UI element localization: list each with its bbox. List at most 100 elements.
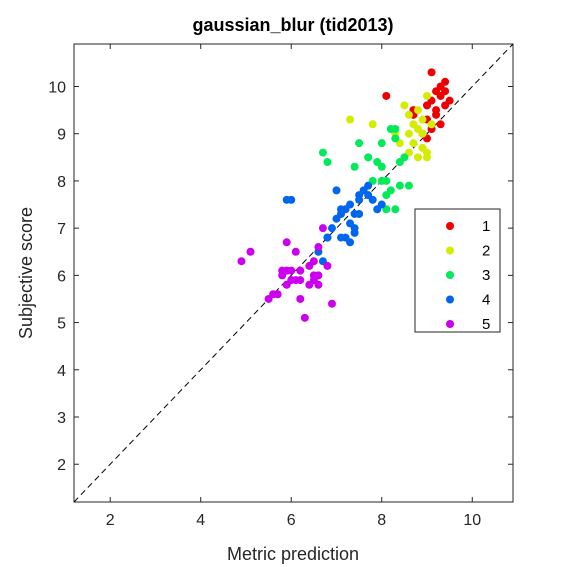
data-point — [427, 120, 436, 129]
x-axis-label: Metric prediction — [227, 544, 359, 564]
data-point — [413, 106, 422, 115]
data-point — [323, 158, 332, 167]
legend-marker-1 — [446, 222, 454, 230]
series-4 — [282, 181, 386, 266]
data-point — [377, 200, 386, 209]
series-3 — [318, 124, 413, 214]
data-point — [418, 115, 427, 124]
data-point — [445, 96, 454, 105]
data-point — [350, 162, 359, 171]
data-point — [413, 153, 422, 162]
data-point — [364, 181, 373, 190]
data-point — [377, 162, 386, 171]
legend-marker-5 — [446, 320, 454, 328]
data-point — [368, 120, 377, 129]
legend-marker-4 — [446, 295, 454, 304]
data-point — [423, 91, 432, 100]
data-point — [332, 186, 341, 195]
y-tick-label: 2 — [57, 457, 66, 474]
y-axis-label: Subjective score — [16, 207, 36, 339]
data-point — [282, 238, 291, 247]
data-point — [309, 257, 318, 266]
data-point — [246, 247, 255, 256]
legend-label-5: 5 — [482, 316, 490, 333]
data-point — [391, 134, 400, 143]
legend-box — [414, 208, 501, 333]
y-tick-label: 3 — [57, 410, 66, 427]
data-point — [409, 139, 418, 148]
legend-label-1: 1 — [482, 218, 490, 235]
legend-marker-2 — [446, 246, 454, 255]
data-point — [300, 313, 309, 322]
data-point — [441, 77, 450, 86]
y-axis-ticks: 2 3 4 5 6 7 8 9 10 — [48, 79, 513, 474]
y-tick-label: 7 — [57, 221, 66, 238]
data-point — [318, 224, 327, 233]
data-point — [377, 176, 386, 185]
data-point — [400, 153, 409, 162]
series-2 — [346, 91, 436, 162]
data-point — [391, 205, 400, 214]
data-points — [237, 68, 454, 322]
data-point — [309, 276, 318, 285]
data-point — [427, 68, 436, 77]
data-point — [364, 153, 373, 162]
data-point — [377, 139, 386, 148]
y-tick-label: 4 — [57, 363, 66, 380]
x-tick-label: 2 — [106, 512, 115, 529]
data-point — [296, 276, 305, 285]
x-axis-ticks: 2 4 6 8 10 — [106, 44, 481, 529]
data-point — [346, 115, 355, 124]
y-tick-label: 6 — [57, 268, 66, 285]
data-point — [314, 243, 323, 252]
data-point — [436, 120, 445, 129]
data-point — [382, 91, 391, 100]
data-point — [386, 124, 395, 133]
data-point — [386, 186, 395, 195]
chart-title: gaussian_blur (tid2013) — [192, 15, 393, 35]
data-point — [327, 299, 336, 308]
data-point — [418, 143, 427, 152]
data-point — [404, 181, 413, 190]
data-point — [323, 233, 332, 242]
x-tick-label: 6 — [287, 512, 296, 529]
data-point — [404, 129, 413, 138]
diagonal-reference-line — [73, 43, 514, 503]
legend-marker-3 — [446, 271, 454, 279]
y-tick-label: 9 — [57, 127, 66, 144]
data-point — [441, 87, 450, 96]
data-point — [368, 195, 377, 204]
y-tick-label: 5 — [57, 316, 66, 333]
data-point — [337, 205, 346, 214]
data-point — [296, 294, 305, 303]
legend: 1 2 3 4 5 — [414, 208, 501, 333]
y-tick-label: 8 — [57, 174, 66, 191]
data-point — [350, 228, 359, 237]
data-point — [395, 181, 404, 190]
data-point — [346, 200, 355, 209]
legend-label-3: 3 — [482, 267, 490, 284]
legend-label-2: 2 — [482, 243, 490, 260]
data-point — [323, 261, 332, 270]
data-point — [287, 195, 296, 204]
data-point — [432, 110, 441, 119]
data-point — [287, 266, 296, 275]
data-point — [327, 224, 336, 233]
x-tick-label: 10 — [463, 512, 481, 529]
data-point — [404, 110, 413, 119]
data-point — [237, 257, 246, 266]
data-point — [346, 238, 355, 247]
data-point — [296, 266, 305, 275]
data-point — [355, 209, 364, 218]
data-point — [291, 247, 300, 256]
x-tick-label: 4 — [196, 512, 205, 529]
x-tick-label: 8 — [377, 512, 386, 529]
y-tick-label: 10 — [48, 79, 66, 96]
legend-label-4: 4 — [482, 292, 490, 309]
data-point — [318, 148, 327, 157]
reference-line — [73, 43, 514, 503]
data-point — [355, 139, 364, 148]
data-point — [423, 153, 432, 162]
series-5 — [237, 224, 336, 322]
